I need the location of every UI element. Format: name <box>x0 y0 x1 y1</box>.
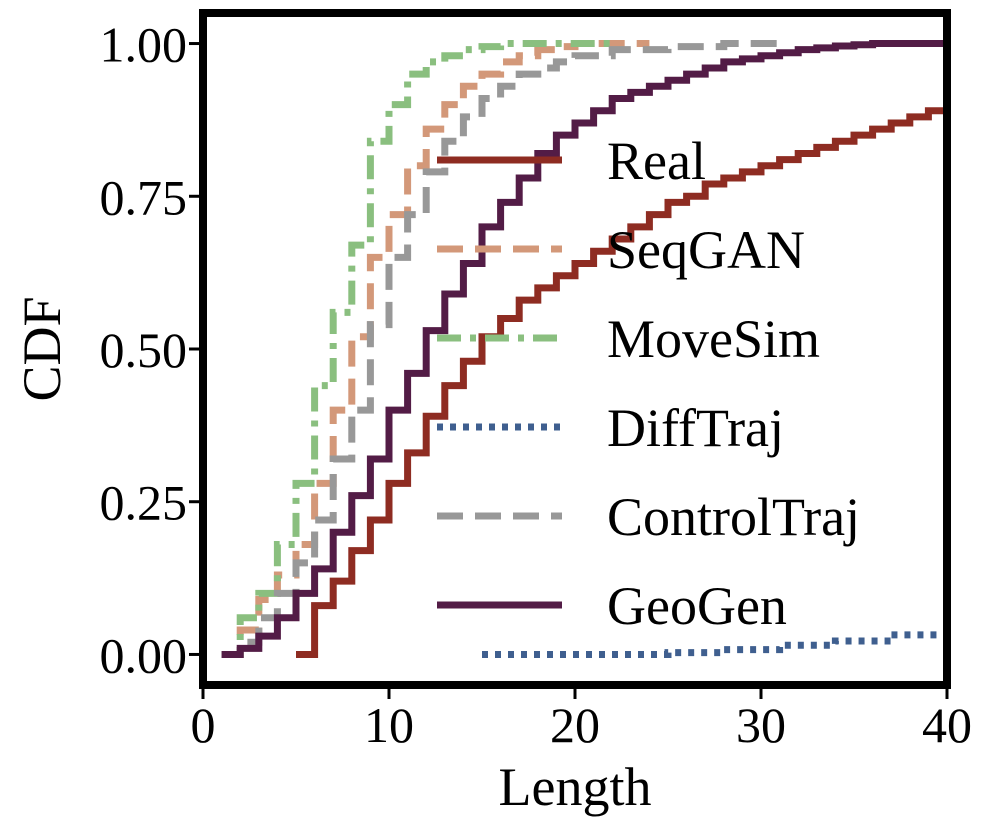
x-tick-label: 0 <box>191 697 216 753</box>
legend: Real SeqGAN MoveSim DiffTraj ControlTraj GeoG… <box>437 131 860 636</box>
series-line-geogen <box>221 40 947 658</box>
plot-frame <box>199 9 951 689</box>
plot-lines <box>221 40 951 658</box>
x-tick-label: 40 <box>922 697 972 753</box>
legend-label-controltraj: ControlTraj <box>607 487 860 547</box>
x-axis-label: Length <box>499 757 652 817</box>
legend-label-geogen: GeoGen <box>607 576 787 636</box>
series-line-real <box>296 104 951 658</box>
series-line-seqgan <box>221 40 650 658</box>
axis-ticks: 0 10 20 30 40 0.00 0.25 0.50 0.75 1.00 <box>100 17 973 753</box>
y-axis-label: CDF <box>12 296 72 401</box>
x-tick-label: 30 <box>736 697 786 753</box>
series-line-movesim <box>221 40 613 658</box>
legend-label-seqgan: SeqGAN <box>607 220 805 280</box>
y-tick-label: 1.00 <box>100 17 188 73</box>
y-tick-label: 0.00 <box>100 627 188 683</box>
legend-label-movesim: MoveSim <box>607 309 820 369</box>
y-tick-label: 0.50 <box>100 322 188 378</box>
x-tick-label: 20 <box>550 697 600 753</box>
series-line-difftraj <box>482 626 951 658</box>
y-tick-label: 0.75 <box>100 169 188 225</box>
series-line-controltraj <box>221 40 780 658</box>
y-tick-label: 0.25 <box>100 475 188 531</box>
x-tick-label: 10 <box>364 697 414 753</box>
legend-label-real: Real <box>607 131 706 191</box>
legend-label-difftraj: DiffTraj <box>607 398 784 458</box>
legend-items: Real SeqGAN MoveSim DiffTraj ControlTraj GeoG… <box>437 131 860 636</box>
